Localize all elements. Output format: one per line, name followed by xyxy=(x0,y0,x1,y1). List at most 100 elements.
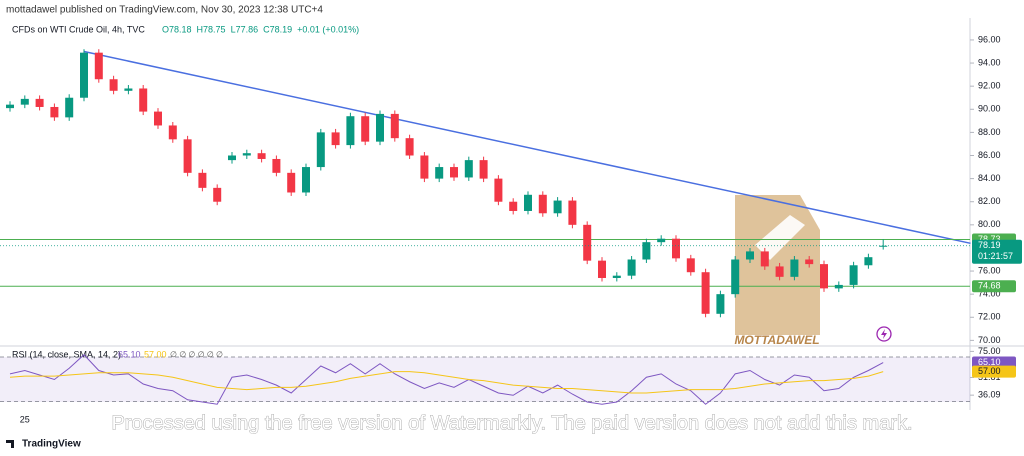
candle-body xyxy=(716,294,725,314)
candle-body xyxy=(20,98,29,105)
price-label: 74.68 xyxy=(978,281,1001,291)
y-tick-label: 82.00 xyxy=(978,196,1001,206)
trendline xyxy=(83,50,971,245)
candle-body xyxy=(6,104,14,109)
header: mottadawel published on TradingView.com,… xyxy=(6,5,323,16)
candle-body xyxy=(154,111,162,126)
candle-body xyxy=(494,178,503,202)
candle-body xyxy=(124,88,133,91)
candle-body xyxy=(346,116,355,146)
y-tick-label: 88.00 xyxy=(978,127,1001,137)
y-tick-label: 76.00 xyxy=(978,265,1001,275)
candle-body xyxy=(390,113,399,139)
price-label: 78.73 xyxy=(978,234,1001,244)
indicator-title: RSI (14, close, SMA, 14, 2) xyxy=(12,349,121,359)
candle-body xyxy=(80,52,88,98)
candle-body xyxy=(213,187,222,202)
legend-value: 65.10 xyxy=(118,349,141,359)
candle-body xyxy=(760,251,769,267)
ohlc-legend: C78.19 xyxy=(263,24,292,34)
candle-body xyxy=(94,52,103,80)
candle-body xyxy=(287,172,296,193)
last-price-box xyxy=(972,239,1022,264)
candle-body xyxy=(139,88,148,112)
candle-body xyxy=(583,224,592,261)
candle-body xyxy=(568,200,577,225)
indicator-line xyxy=(9,354,884,405)
candle-body xyxy=(316,132,325,168)
candle-body xyxy=(242,153,251,156)
price-label-box xyxy=(972,280,1016,293)
footer-icon xyxy=(6,440,14,448)
candle-body xyxy=(731,259,740,295)
y-tick-label: 92.00 xyxy=(978,81,1001,91)
y-tick-label: 94.00 xyxy=(978,57,1001,67)
candle-body xyxy=(805,259,814,265)
candle-body xyxy=(657,238,666,243)
watermark: Processed using the free version of Wate… xyxy=(111,412,912,434)
candle-body xyxy=(509,201,518,211)
candle-body xyxy=(849,265,858,285)
y-tick-label: 86.00 xyxy=(978,150,1001,160)
candle-body xyxy=(538,194,547,214)
candle-body xyxy=(361,116,370,142)
candle-body xyxy=(183,139,192,173)
y-tick-label: 90.00 xyxy=(978,104,1001,114)
y-tick-label: 96.00 xyxy=(978,34,1001,44)
value-label-box xyxy=(972,356,1016,369)
y-tick-label: 84.00 xyxy=(978,173,1001,183)
legend-extra: ∅ ∅ ∅ ∅ ∅ ∅ xyxy=(170,350,223,359)
ohlc-legend: O78.18 xyxy=(162,24,192,34)
candle-body xyxy=(775,266,784,277)
candle-body xyxy=(272,158,281,173)
y-tick-label: 36.09 xyxy=(978,390,1001,400)
candle-body xyxy=(553,200,562,214)
candle-body xyxy=(331,132,340,146)
candle-body xyxy=(450,167,458,178)
candle-body xyxy=(524,194,532,211)
y-tick-label: 70.00 xyxy=(978,335,1001,345)
legend-value: 57.00 xyxy=(144,349,167,359)
value-label: 57.00 xyxy=(978,366,1001,376)
logo-text: MOTTADAWEL xyxy=(734,333,819,347)
candle-body xyxy=(302,167,310,193)
countdown: 01:21:57 xyxy=(978,251,1013,261)
candle-body xyxy=(612,275,621,278)
candle-body xyxy=(464,160,473,178)
y-tick-label: 75.00 xyxy=(978,346,1001,356)
rsi-band xyxy=(0,357,970,402)
candle-body xyxy=(598,260,606,278)
candle-body xyxy=(479,160,488,179)
value-label: 65.10 xyxy=(978,357,1001,367)
candle-body xyxy=(686,258,695,273)
candle-body xyxy=(672,238,680,259)
y-tick-label: 80.00 xyxy=(978,219,1001,229)
candle-body xyxy=(864,257,873,266)
candle-body xyxy=(420,155,429,179)
candle-body xyxy=(228,155,236,161)
candle-body xyxy=(701,272,710,314)
candle-body xyxy=(790,259,799,277)
logo-mark xyxy=(735,195,820,335)
ohlc-legend: H78.75 xyxy=(197,24,226,34)
candle-body xyxy=(168,125,177,140)
last-price-label: 78.19 xyxy=(978,240,1001,250)
indicator-line xyxy=(9,371,884,394)
footer: TradingView xyxy=(22,439,81,450)
candle-body xyxy=(109,79,118,91)
value-label-box xyxy=(972,365,1016,378)
y-tick-label: 72.00 xyxy=(978,312,1001,322)
symbol-title: CFDs on WTI Crude Oil, 4h, TVC xyxy=(12,24,145,34)
candle-body xyxy=(65,97,74,118)
ohlc-legend: +0.01 (+0.01%) xyxy=(297,24,359,34)
candle-body xyxy=(198,172,207,188)
alert-icon[interactable] xyxy=(876,326,892,342)
candle-body xyxy=(627,259,636,276)
candle-body xyxy=(50,106,59,118)
x-tick-label: 25 xyxy=(20,414,30,424)
candle-body xyxy=(257,153,266,159)
candle-body xyxy=(376,113,384,142)
